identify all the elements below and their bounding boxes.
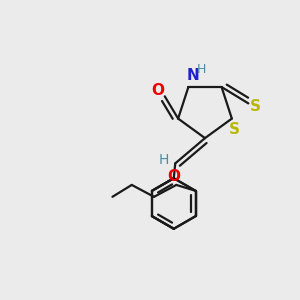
Text: N: N <box>187 68 199 83</box>
Text: O: O <box>167 169 181 184</box>
Text: O: O <box>151 83 164 98</box>
Text: H: H <box>197 63 206 76</box>
Text: H: H <box>158 153 169 167</box>
Text: S: S <box>229 122 240 137</box>
Text: S: S <box>250 99 261 114</box>
